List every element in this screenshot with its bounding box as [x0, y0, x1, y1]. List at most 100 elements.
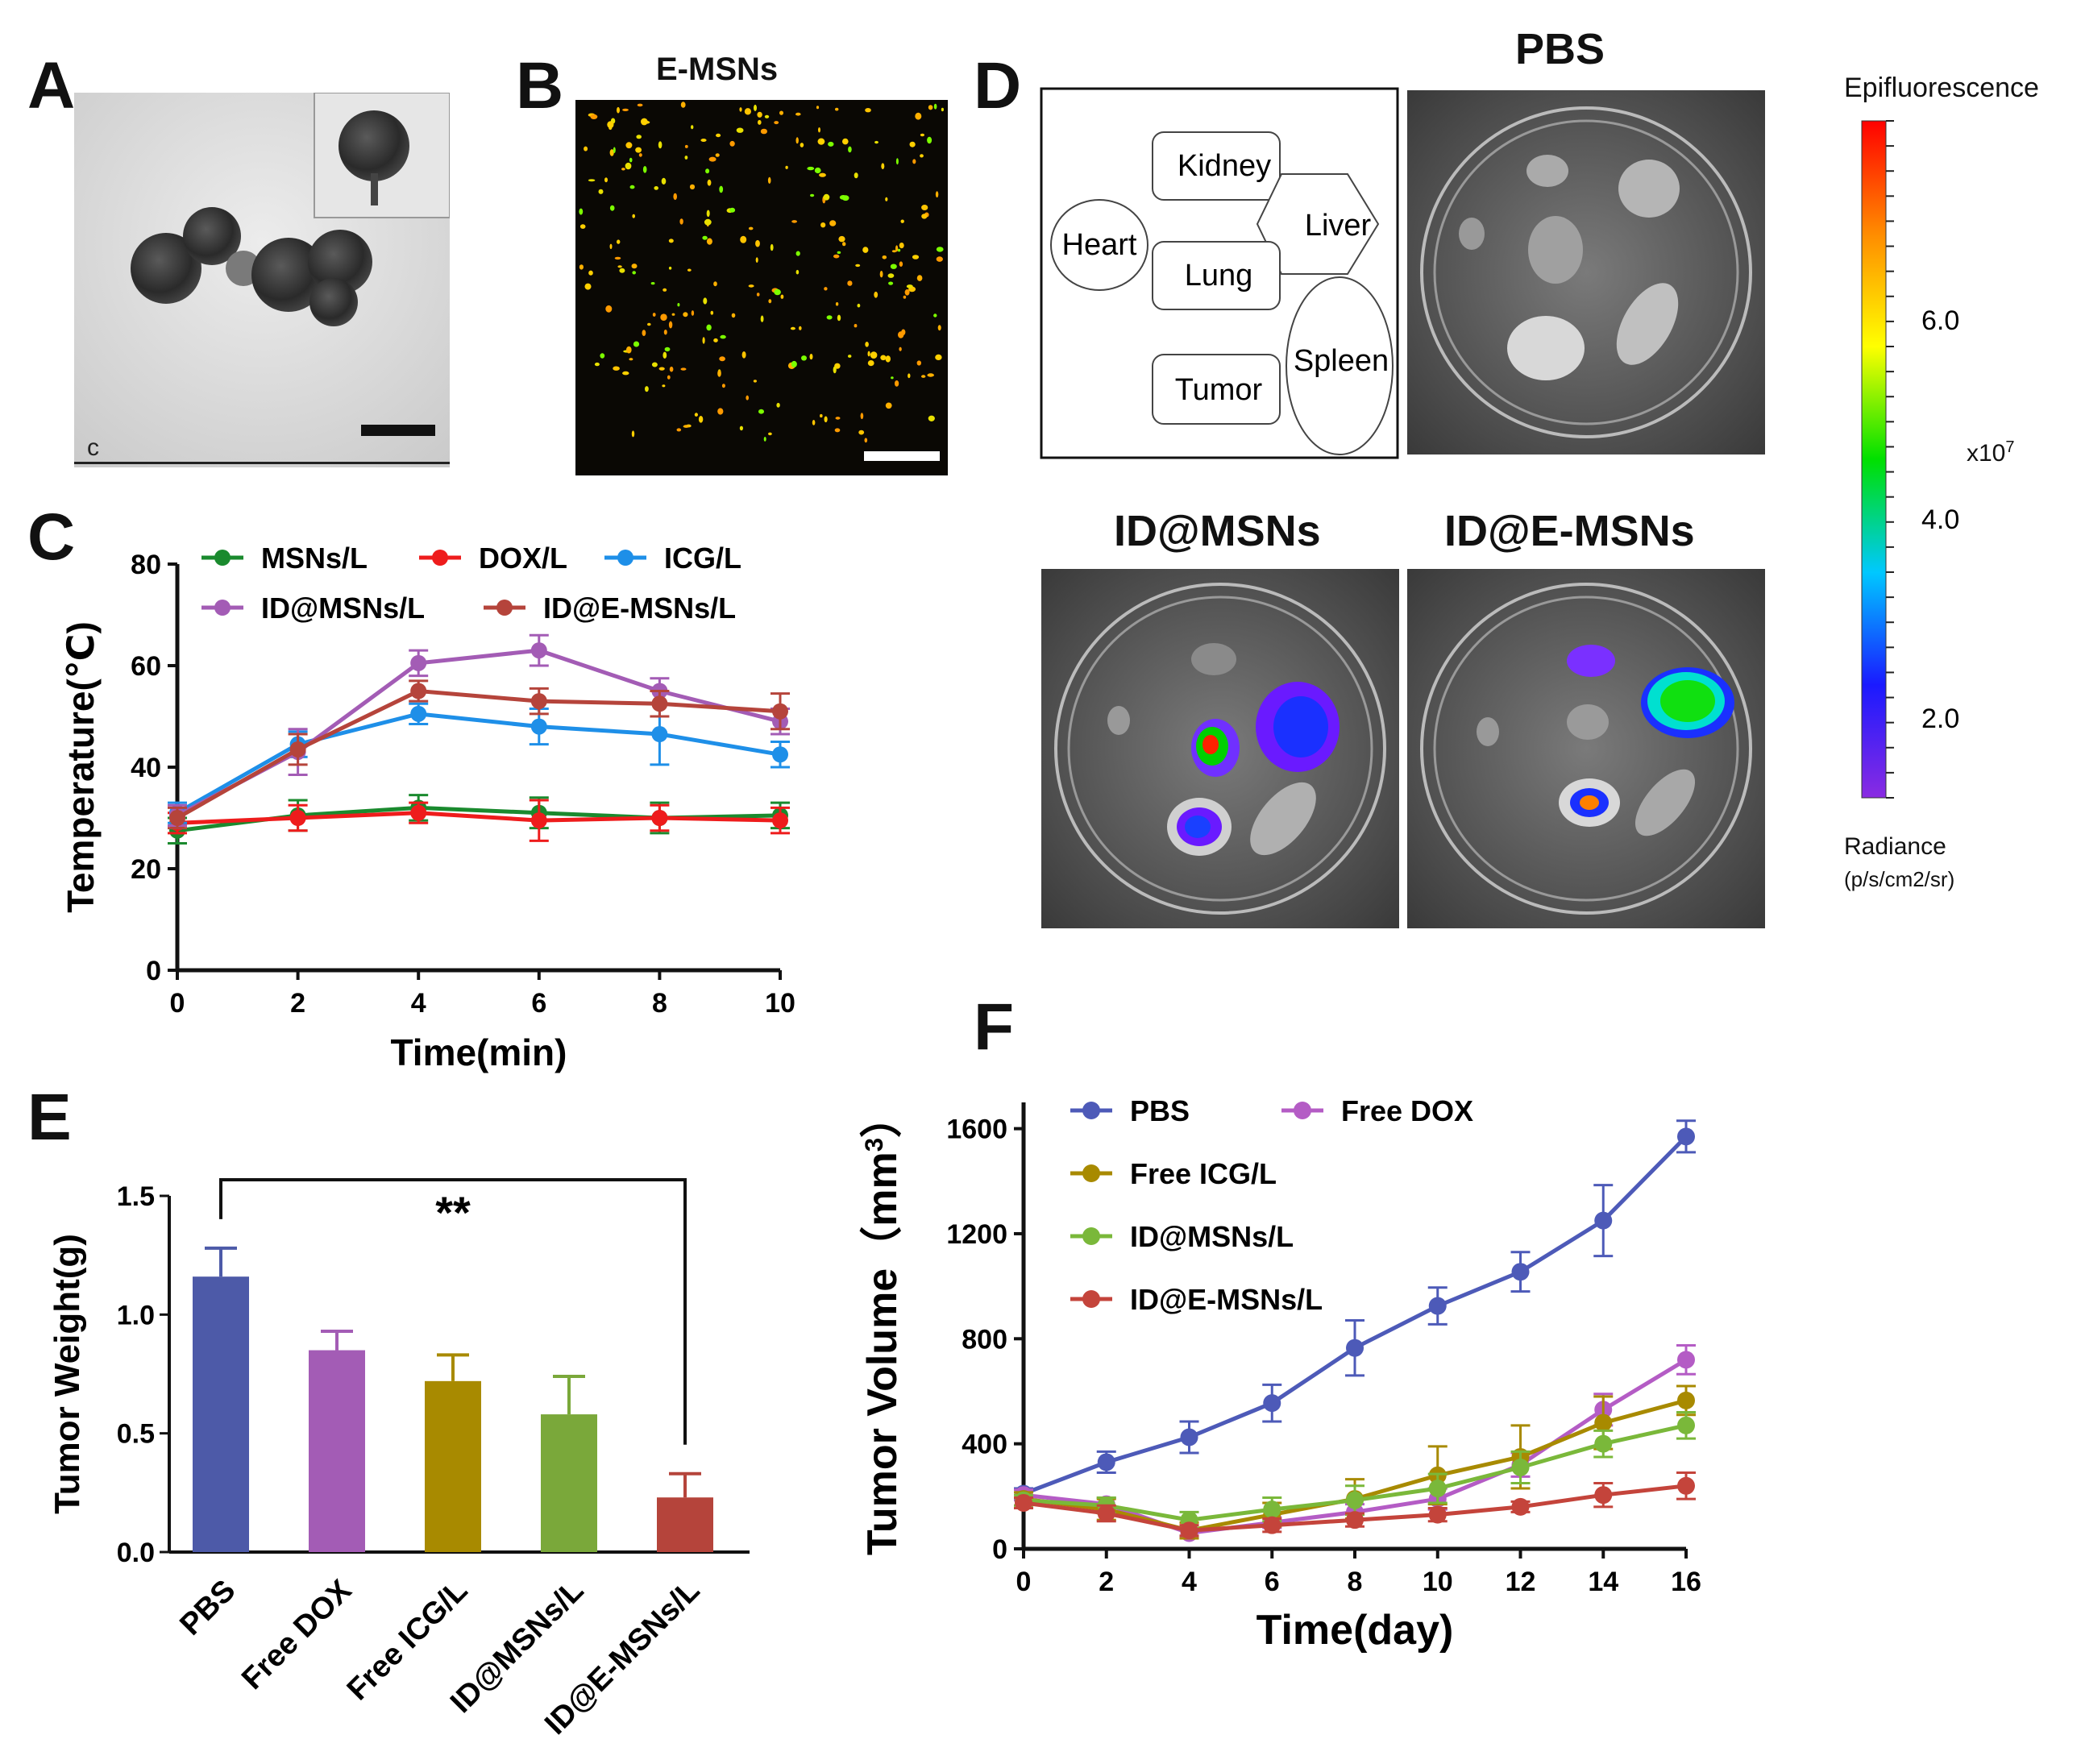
- tem-inset: [314, 93, 450, 218]
- x-tick-label: 8: [652, 988, 667, 1019]
- x-tick-label: 8: [1348, 1567, 1363, 1597]
- legend-marker: [1294, 1102, 1311, 1119]
- data-point: [1677, 1391, 1695, 1409]
- data-point: [1180, 1521, 1198, 1540]
- image-title-id-msns: ID@MSNs: [1114, 507, 1321, 555]
- data-point: [1015, 1493, 1032, 1512]
- data-point: [1428, 1297, 1447, 1315]
- data-point: [1428, 1505, 1447, 1524]
- data-point: [1097, 1453, 1115, 1471]
- svg-text:Heart: Heart: [1062, 228, 1137, 262]
- legend-entry: ID@E-MSNs/L: [484, 591, 736, 625]
- organ-heart: Heart: [1050, 199, 1148, 291]
- data-point: [1594, 1413, 1613, 1432]
- legend-label: ID@E-MSNs/L: [543, 591, 736, 625]
- legend-entry: PBS: [1070, 1094, 1190, 1127]
- y-tick-label: 40: [131, 753, 161, 783]
- x-tick-label: 0: [1016, 1567, 1032, 1597]
- colorbar: 6.0 4.0 2.0: [1861, 120, 1959, 799]
- organ-layout-schematic: Heart Kidney Liver Lung Spleen Tumor: [1040, 87, 1399, 459]
- series-line: [177, 811, 781, 825]
- legend-marker: [214, 600, 231, 616]
- data-point: [1677, 1476, 1695, 1495]
- x-tick-label: 10: [1423, 1567, 1453, 1597]
- data-point: [1511, 1497, 1530, 1516]
- y-tick-label: 1.0: [117, 1300, 155, 1330]
- data-point: [1511, 1263, 1530, 1281]
- colorbar-title: Epifluorescence: [1844, 73, 2039, 103]
- data-point: [1677, 1351, 1695, 1369]
- panel-letter-d: D: [974, 49, 1022, 122]
- data-point: [651, 695, 668, 712]
- legend-marker: [1082, 1290, 1100, 1308]
- data-point: [530, 718, 547, 735]
- svg-text:Spleen: Spleen: [1294, 344, 1389, 378]
- legend-entry: ID@MSNs/L: [201, 591, 425, 625]
- organ-spleen: Spleen: [1286, 276, 1394, 455]
- legend-entry: ICG/L: [604, 542, 741, 575]
- legend-label: ICG/L: [664, 542, 741, 575]
- data-point: [651, 726, 668, 743]
- bar: [657, 1497, 713, 1552]
- legend-marker: [1082, 1227, 1100, 1245]
- series-id-e-msns-l: [1014, 1471, 1696, 1540]
- legend-marker: [617, 550, 633, 566]
- colorbar-tick-label: 6.0: [1921, 305, 1959, 336]
- colorbar-multiplier: x107: [1967, 438, 2015, 467]
- colorbar-unit: (p/s/cm2/sr): [1844, 867, 1955, 891]
- data-point: [1263, 1500, 1281, 1519]
- data-point: [1428, 1480, 1447, 1498]
- data-point: [1097, 1505, 1115, 1523]
- y-tick-label: 800: [962, 1324, 1007, 1355]
- data-point: [530, 812, 547, 829]
- organ-lung: Lung: [1152, 241, 1281, 310]
- series-dox-l: [168, 799, 790, 842]
- y-tick-label: 400: [962, 1430, 1007, 1460]
- colorbar-unit-title: Radiance: [1844, 833, 1946, 860]
- y-axis-label: Tumor Volume（mm3）: [859, 1096, 906, 1555]
- bar: [193, 1276, 249, 1552]
- data-point: [772, 746, 788, 763]
- panel-letter-f: F: [974, 990, 1015, 1064]
- bar-free-dox: [309, 1329, 365, 1552]
- legend-label: ID@E-MSNs/L: [1130, 1283, 1323, 1316]
- organ-liver: Liver: [1256, 173, 1380, 275]
- legend-entry: MSNs/L: [201, 542, 368, 575]
- bar-pbs: [193, 1246, 249, 1552]
- data-point: [772, 812, 788, 829]
- data-point: [1263, 1394, 1281, 1413]
- svg-text:Kidney: Kidney: [1178, 149, 1271, 183]
- x-tick-label: 0: [170, 988, 185, 1019]
- data-point: [1594, 1434, 1613, 1453]
- data-point: [1677, 1127, 1695, 1146]
- bar-id-e-msns-l: [657, 1471, 713, 1552]
- legend-marker: [1082, 1164, 1100, 1182]
- x-tick-label: 6: [1265, 1567, 1280, 1597]
- y-tick-label: 20: [131, 854, 161, 885]
- series-line: [176, 688, 781, 820]
- data-point: [410, 683, 427, 699]
- legend-label: Free ICG/L: [1130, 1157, 1277, 1190]
- chart-c-temperature: 0 2 4 6 8 10 0 20 40 60 80 Time(min) Temperature(℃) M…: [60, 542, 795, 1073]
- data-point: [772, 703, 788, 720]
- legend-entry: ID@E-MSNs/L: [1070, 1283, 1323, 1316]
- data-point: [410, 705, 427, 722]
- series-id-e-msns-l: [168, 679, 790, 830]
- chart-f-tumor-volume: 0 2 4 6 8 10 12 14 16 0 400 800 1200 1600 Time(day) Tum…: [859, 1094, 1701, 1654]
- legend-marker: [432, 550, 448, 566]
- dish-image-id-msns: [1041, 569, 1399, 928]
- panel-b-title: E-MSNs: [656, 52, 779, 87]
- data-point: [169, 810, 185, 826]
- series-line: [176, 648, 781, 818]
- legend-marker: [214, 550, 231, 566]
- x-tick-label: PBS: [173, 1574, 242, 1642]
- y-axis-label: Tumor Weight(g): [48, 1234, 87, 1514]
- series-id-msns-l: [168, 633, 790, 827]
- significance-bracket: [219, 1178, 687, 1445]
- scale-bar: [864, 451, 940, 461]
- legend-entry: Free ICG/L: [1070, 1157, 1277, 1190]
- data-point: [1346, 1339, 1364, 1357]
- data-point: [410, 804, 427, 821]
- x-axis-label: Time(min): [391, 1031, 567, 1073]
- colorbar-tick-label: 4.0: [1921, 504, 1959, 535]
